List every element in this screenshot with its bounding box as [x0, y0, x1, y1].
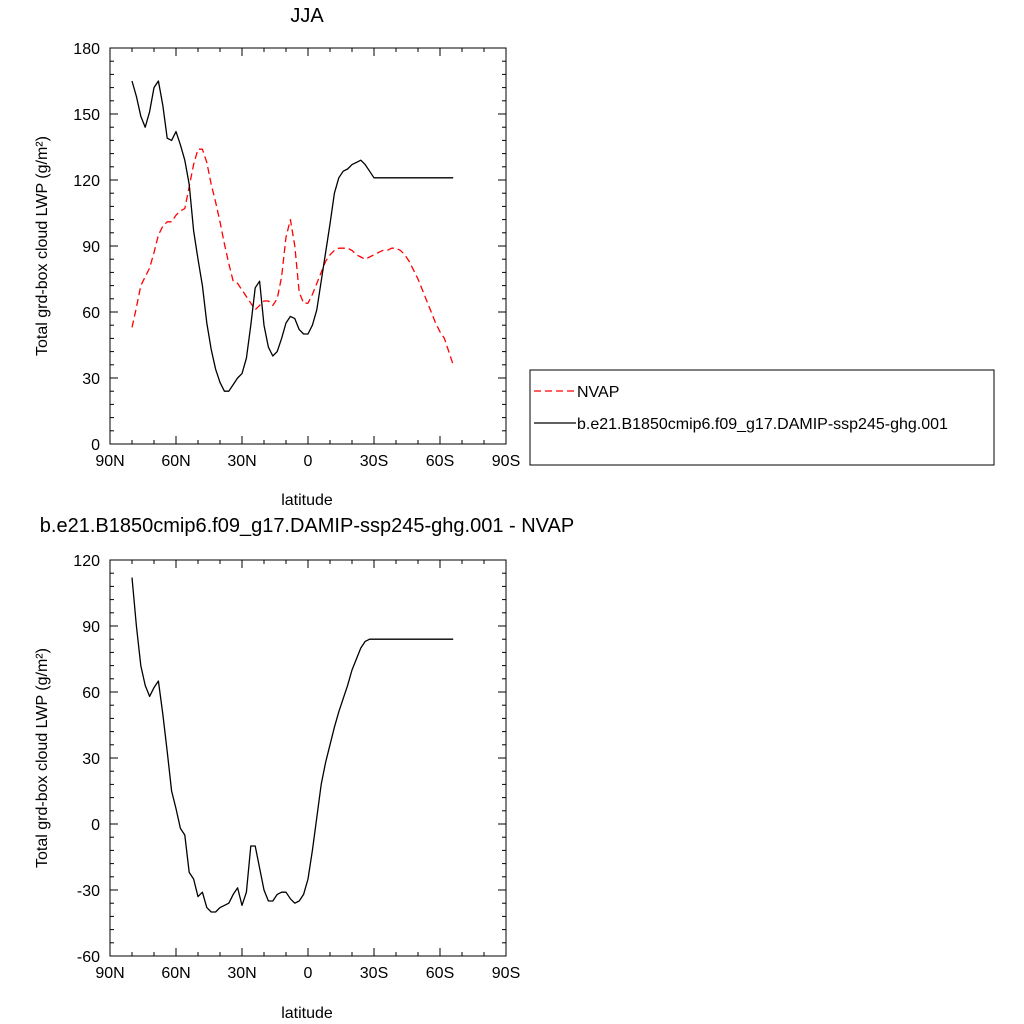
bottom-series-line-0: [131, 577, 454, 913]
bottom-plot-frame: [109, 559, 507, 957]
bottom-panel: b.e21.B1850cmip6.f09_g17.DAMIP-ssp245-gh…: [34, 515, 574, 1022]
bottom-ticks: 90N 60N 30N 0 30S 60S 90S -60 -30 0 30 60 90 120: [73, 553, 520, 982]
top-x-tick-label: 90S: [492, 453, 520, 470]
bottom-y-tick-label: 60: [82, 685, 100, 702]
bottom-y-tick-label: -30: [77, 883, 100, 900]
top-y-tick-label: 150: [73, 107, 100, 124]
top-x-tick-label: 30N: [227, 453, 256, 470]
top-y-axis-label: Total grd-box cloud LWP (g/m²): [34, 136, 51, 356]
top-y-tick-label: 30: [82, 371, 100, 388]
bottom-y-tick-label: 120: [73, 553, 100, 570]
bottom-x-tick-label: 60S: [426, 965, 454, 982]
bottom-x-axis-label: latitude: [281, 1005, 333, 1022]
top-y-tick-label: 120: [73, 173, 100, 190]
legend-label-model: b.e21.B1850cmip6.f09_g17.DAMIP-ssp245-gh…: [577, 416, 948, 433]
top-x-tick-label: 0: [304, 453, 313, 470]
bottom-x-tick-label: 90N: [95, 965, 124, 982]
top-y-tick-label: 60: [82, 305, 100, 322]
top-y-tick-label: 90: [82, 239, 100, 256]
top-y-tick-label: 180: [73, 41, 100, 58]
bottom-x-tick-label: 0: [304, 965, 313, 982]
bottom-x-tick-label: 30N: [227, 965, 256, 982]
bottom-y-tick-label: 0: [91, 817, 100, 834]
top-x-tick-label: 30S: [360, 453, 388, 470]
bottom-y-tick-label: 30: [82, 751, 100, 768]
bottom-x-tick-label: 90S: [492, 965, 520, 982]
top-panel: JJA 90N 60N 30N 0 30S 60S 90S0306090120150180 …: [34, 5, 520, 509]
top-x-tick-label: 60S: [426, 453, 454, 470]
legend-label-nvap: NVAP: [577, 384, 619, 401]
top-ticks: 90N 60N 30N 0 30S 60S 90S 0 30 60 90 120 150 180: [73, 41, 520, 470]
bottom-y-tick-label: 90: [82, 619, 100, 636]
top-series-line-nvap: [131, 148, 454, 366]
bottom-x-tick-label: 60N: [161, 965, 190, 982]
top-series-line-b-e21-b1850cmip6-f09-g17-damip-ssp245-ghg-001: [131, 80, 454, 392]
top-plot-frame: [109, 47, 507, 445]
top-chart-title: JJA: [290, 5, 324, 27]
top-y-tick-label: 0: [91, 437, 100, 454]
legend: NVAP b.e21.B1850cmip6.f09_g17.DAMIP-ssp2…: [529, 369, 995, 466]
top-x-axis-label: latitude: [281, 492, 333, 509]
bottom-chart-title: b.e21.B1850cmip6.f09_g17.DAMIP-ssp245-gh…: [40, 515, 574, 537]
bottom-x-tick-label: 30S: [360, 965, 388, 982]
top-x-tick-label: 60N: [161, 453, 190, 470]
top-x-tick-label: 90N: [95, 453, 124, 470]
top-series-lines: [131, 80, 454, 392]
bottom-y-axis-label: Total grd-box cloud LWP (g/m²): [34, 648, 51, 868]
bottom-series-lines: [131, 577, 454, 913]
legend-box: [529, 369, 995, 466]
bottom-y-tick-label: -60: [77, 949, 100, 966]
